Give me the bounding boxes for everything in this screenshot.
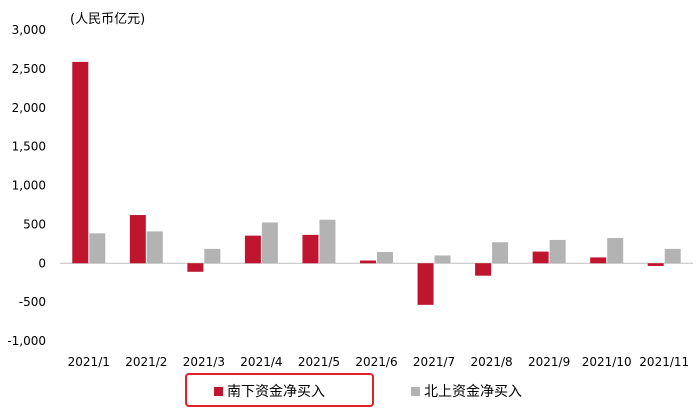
x-axis: 2021/1 2021/2 2021/3 2021/4 2021/5 2021/6 2021… [68, 355, 689, 369]
bar-northbound-1 [89, 233, 106, 264]
bar-northbound-8 [492, 242, 509, 264]
legend-highlight-box [185, 373, 374, 407]
x-tick-label: 2021/5 [298, 355, 340, 369]
x-tick-label: 2021/9 [528, 355, 570, 369]
bars [72, 61, 681, 305]
bar-southbound-4 [244, 235, 261, 264]
y-tick-label: 1,000 [12, 179, 46, 193]
bar-northbound-6 [377, 251, 393, 264]
x-tick-label: 2021/6 [355, 355, 397, 369]
legend: 南下资金净买入 北上资金净买入 [185, 373, 522, 407]
bar-southbound-11 [647, 263, 664, 266]
x-tick-label: 2021/4 [240, 355, 282, 369]
bar-southbound-5 [302, 234, 319, 264]
y-axis: -1,000 -500 0 500 1,000 1,500 2,000 2,500 3,000 [7, 23, 46, 348]
bar-northbound-10 [607, 237, 624, 264]
x-tick-label: 2021/3 [183, 355, 225, 369]
bar-southbound-2 [129, 215, 146, 264]
bar-southbound-8 [475, 263, 492, 276]
x-tick-label: 2021/1 [68, 355, 110, 369]
x-tick-label: 2021/11 [639, 355, 689, 369]
y-tick-label: 2,500 [12, 62, 46, 76]
legend-label-northbound: 北上资金净买入 [424, 384, 522, 400]
bar-northbound-7 [434, 255, 451, 264]
bar-southbound-9 [532, 251, 549, 264]
y-tick-label: 2,000 [12, 101, 46, 115]
legend-swatch-northbound [411, 387, 420, 396]
legend-swatch-southbound [214, 387, 223, 396]
x-tick-label: 2021/7 [413, 355, 455, 369]
bar-northbound-5 [319, 219, 336, 264]
bar-southbound-3 [187, 263, 204, 272]
x-tick-label: 2021/8 [470, 355, 512, 369]
x-tick-label: 2021/2 [125, 355, 167, 369]
x-tick-label: 2021/10 [582, 355, 632, 369]
bar-northbound-2 [146, 231, 163, 264]
bar-southbound-7 [417, 263, 434, 305]
bar-northbound-4 [261, 222, 278, 264]
y-tick-label: 1,500 [12, 140, 46, 154]
bar-southbound-6 [360, 260, 376, 264]
y-tick-label: 0 [38, 256, 46, 270]
bar-northbound-11 [664, 248, 681, 264]
y-tick-label: -1,000 [7, 334, 46, 348]
bar-northbound-9 [549, 239, 566, 264]
unit-label: (人民币亿元) [70, 12, 145, 27]
y-tick-label: 3,000 [12, 23, 46, 37]
bar-southbound-1 [72, 61, 89, 264]
bar-northbound-3 [204, 248, 221, 264]
y-tick-label: 500 [23, 217, 46, 231]
bar-southbound-10 [590, 257, 607, 264]
y-tick-label: -500 [19, 295, 46, 309]
legend-label-southbound: 南下资金净买入 [227, 384, 325, 400]
